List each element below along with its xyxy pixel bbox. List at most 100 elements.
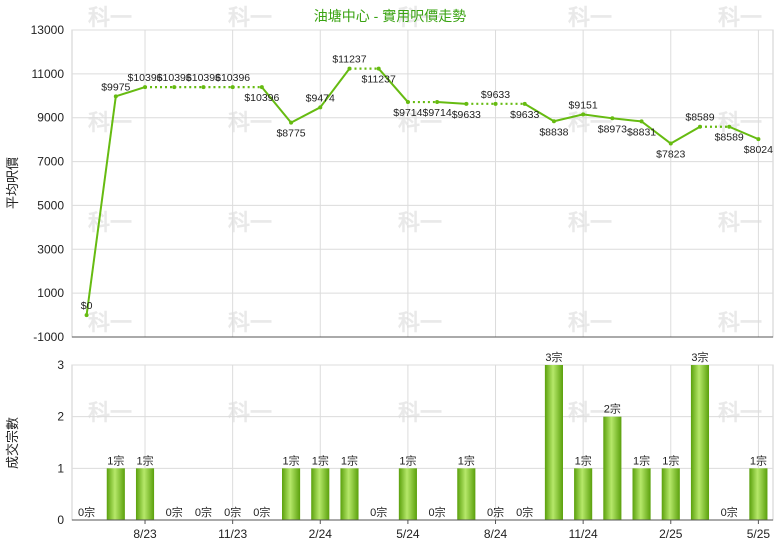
transaction-bar (135, 468, 155, 520)
price-data-label: $11237 (332, 54, 366, 66)
price-point (581, 112, 586, 117)
transaction-bar-label: 1宗 (341, 453, 358, 467)
price-data-label: $9975 (101, 81, 130, 93)
price-data-label: $8831 (627, 126, 656, 138)
transaction-bar (398, 468, 417, 520)
watermark-text: 科一 (718, 5, 762, 30)
transaction-bar-label: 1宗 (458, 453, 475, 467)
transaction-bar (574, 468, 593, 520)
transaction-bar (457, 468, 476, 520)
price-point (318, 105, 323, 110)
price-data-label: $10396 (127, 72, 162, 84)
watermark-text: 科一 (228, 210, 272, 235)
price-data-label: $10396 (244, 92, 279, 104)
watermark-text: 科一 (88, 210, 132, 235)
price-data-label: $7823 (656, 149, 685, 161)
top-y-tick-label: 1000 (37, 286, 64, 300)
top-y-tick-label: 7000 (37, 155, 64, 169)
watermark-text: 科一 (228, 110, 272, 135)
transaction-bar-label: 0宗 (224, 505, 241, 519)
price-point (259, 85, 264, 90)
price-data-label: $9714 (393, 107, 422, 119)
watermark-text: 科一 (568, 310, 612, 335)
watermark-text: 科一 (568, 210, 612, 235)
price-line-segment (553, 113, 584, 123)
transaction-bar-label: 1宗 (107, 453, 124, 467)
price-line-segment (85, 96, 117, 316)
price-line-segment (728, 125, 759, 141)
price-line-segment (640, 120, 672, 145)
price-data-label: $10396 (215, 72, 250, 84)
transaction-bar-label: 0宗 (78, 505, 95, 519)
x-tick-label: 2/25 (659, 527, 683, 541)
transaction-bar-label: 0宗 (195, 505, 212, 519)
price-data-label: $8775 (276, 128, 305, 140)
transaction-bar-label: 1宗 (136, 453, 153, 467)
watermark-text: 科一 (398, 5, 442, 30)
price-data-label: $8973 (598, 123, 627, 135)
chart-title: 油塘中心 - 實用呎價走勢 (314, 8, 466, 24)
price-point (610, 116, 615, 121)
watermark-text: 科一 (718, 210, 762, 235)
price-point (113, 94, 118, 99)
price-point (727, 124, 732, 129)
price-point (668, 141, 673, 146)
transaction-bar-label: 0宗 (166, 505, 183, 519)
top-y-tick-label: 13000 (31, 23, 65, 37)
price-point (551, 119, 556, 124)
price-line-segment (612, 117, 642, 123)
watermark-text: 科一 (568, 110, 612, 135)
x-tick-label: 8/23 (133, 527, 157, 541)
transactions-bar-plot: 0 1 2 3 0宗 1宗 1宗 0宗 0宗 0宗 0宗 1宗 1宗 1宗 0宗 1宗 0宗 1宗 0宗 0宗 3宗 1宗… (57, 350, 774, 541)
top-y-tick-label: 5000 (37, 198, 64, 212)
price-point (522, 101, 527, 106)
bottom-y-tick-label: 3 (57, 358, 64, 372)
price-data-label: $9633 (510, 109, 539, 121)
price-point (347, 66, 352, 71)
price-point (230, 85, 235, 90)
transaction-bar-label: 0宗 (516, 505, 533, 519)
transaction-bar-label: 0宗 (370, 505, 387, 519)
price-data-label: $0 (81, 300, 93, 312)
price-data-label: $11237 (362, 74, 396, 86)
price-line-plot: -1000 1000 3000 5000 7000 9000 11000 13000 $0 $99… (31, 23, 774, 344)
price-point (84, 313, 89, 318)
watermark-text: 科一 (228, 310, 272, 335)
price-line-segment (583, 113, 613, 120)
price-line-segment (115, 86, 146, 98)
transaction-bar-label: 3宗 (545, 350, 562, 364)
price-data-label: $10396 (157, 72, 192, 84)
price-line-segment (524, 102, 555, 123)
transaction-bar-label: 1宗 (662, 453, 679, 467)
price-point (405, 100, 410, 105)
watermark-text: 科一 (398, 400, 442, 425)
price-point (697, 124, 702, 129)
watermark-text: 科一 (568, 5, 612, 30)
price-data-label: $9633 (481, 89, 510, 101)
watermark-text: 科一 (88, 400, 132, 425)
watermark-text: 科一 (88, 110, 132, 135)
watermark-text: 科一 (718, 400, 762, 425)
transaction-bar (106, 468, 125, 520)
x-tick-label: 5/24 (396, 527, 420, 541)
bottom-y-tick-label: 0 (57, 513, 64, 527)
transaction-bar-label: 0宗 (487, 505, 504, 519)
watermark-text: 科一 (88, 310, 132, 335)
transaction-bar-label: 1宗 (633, 453, 650, 467)
bottom-y-tick-label: 2 (57, 410, 64, 424)
transaction-bar (690, 365, 710, 520)
bottom-y-tick-label: 1 (57, 461, 64, 475)
price-data-label: $9151 (569, 99, 598, 111)
transaction-bar (749, 468, 768, 520)
price-line-segment (437, 101, 467, 105)
price-data-label: $8024 (744, 144, 773, 156)
price-line-segment (377, 68, 409, 103)
price-point (639, 119, 644, 124)
transaction-bar-label: 1宗 (575, 453, 592, 467)
x-tick-label: 11/24 (569, 527, 598, 541)
price-point (435, 100, 440, 105)
price-point (493, 101, 498, 106)
